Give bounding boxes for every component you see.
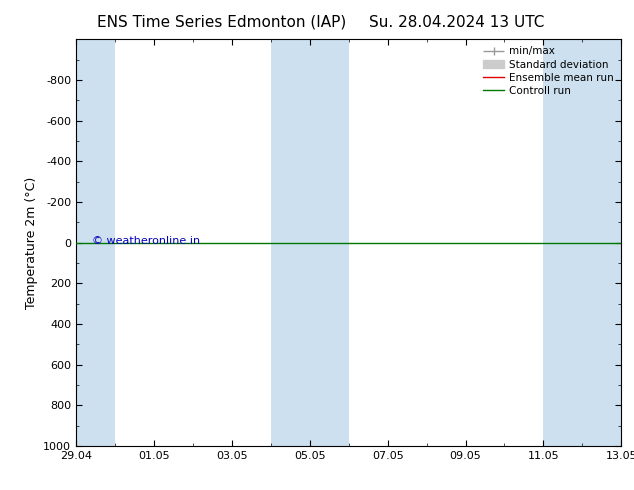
Text: ENS Time Series Edmonton (IAP): ENS Time Series Edmonton (IAP)	[97, 15, 347, 30]
Bar	[271, 39, 349, 446]
Bar	[543, 39, 621, 446]
Legend: min/max, Standard deviation, Ensemble mean run, Controll run: min/max, Standard deviation, Ensemble me…	[479, 42, 618, 100]
Y-axis label: Temperature 2m (°C): Temperature 2m (°C)	[25, 176, 37, 309]
Text: © weatheronline.in: © weatheronline.in	[93, 236, 200, 245]
Text: Su. 28.04.2024 13 UTC: Su. 28.04.2024 13 UTC	[369, 15, 544, 30]
Bar	[76, 39, 115, 446]
